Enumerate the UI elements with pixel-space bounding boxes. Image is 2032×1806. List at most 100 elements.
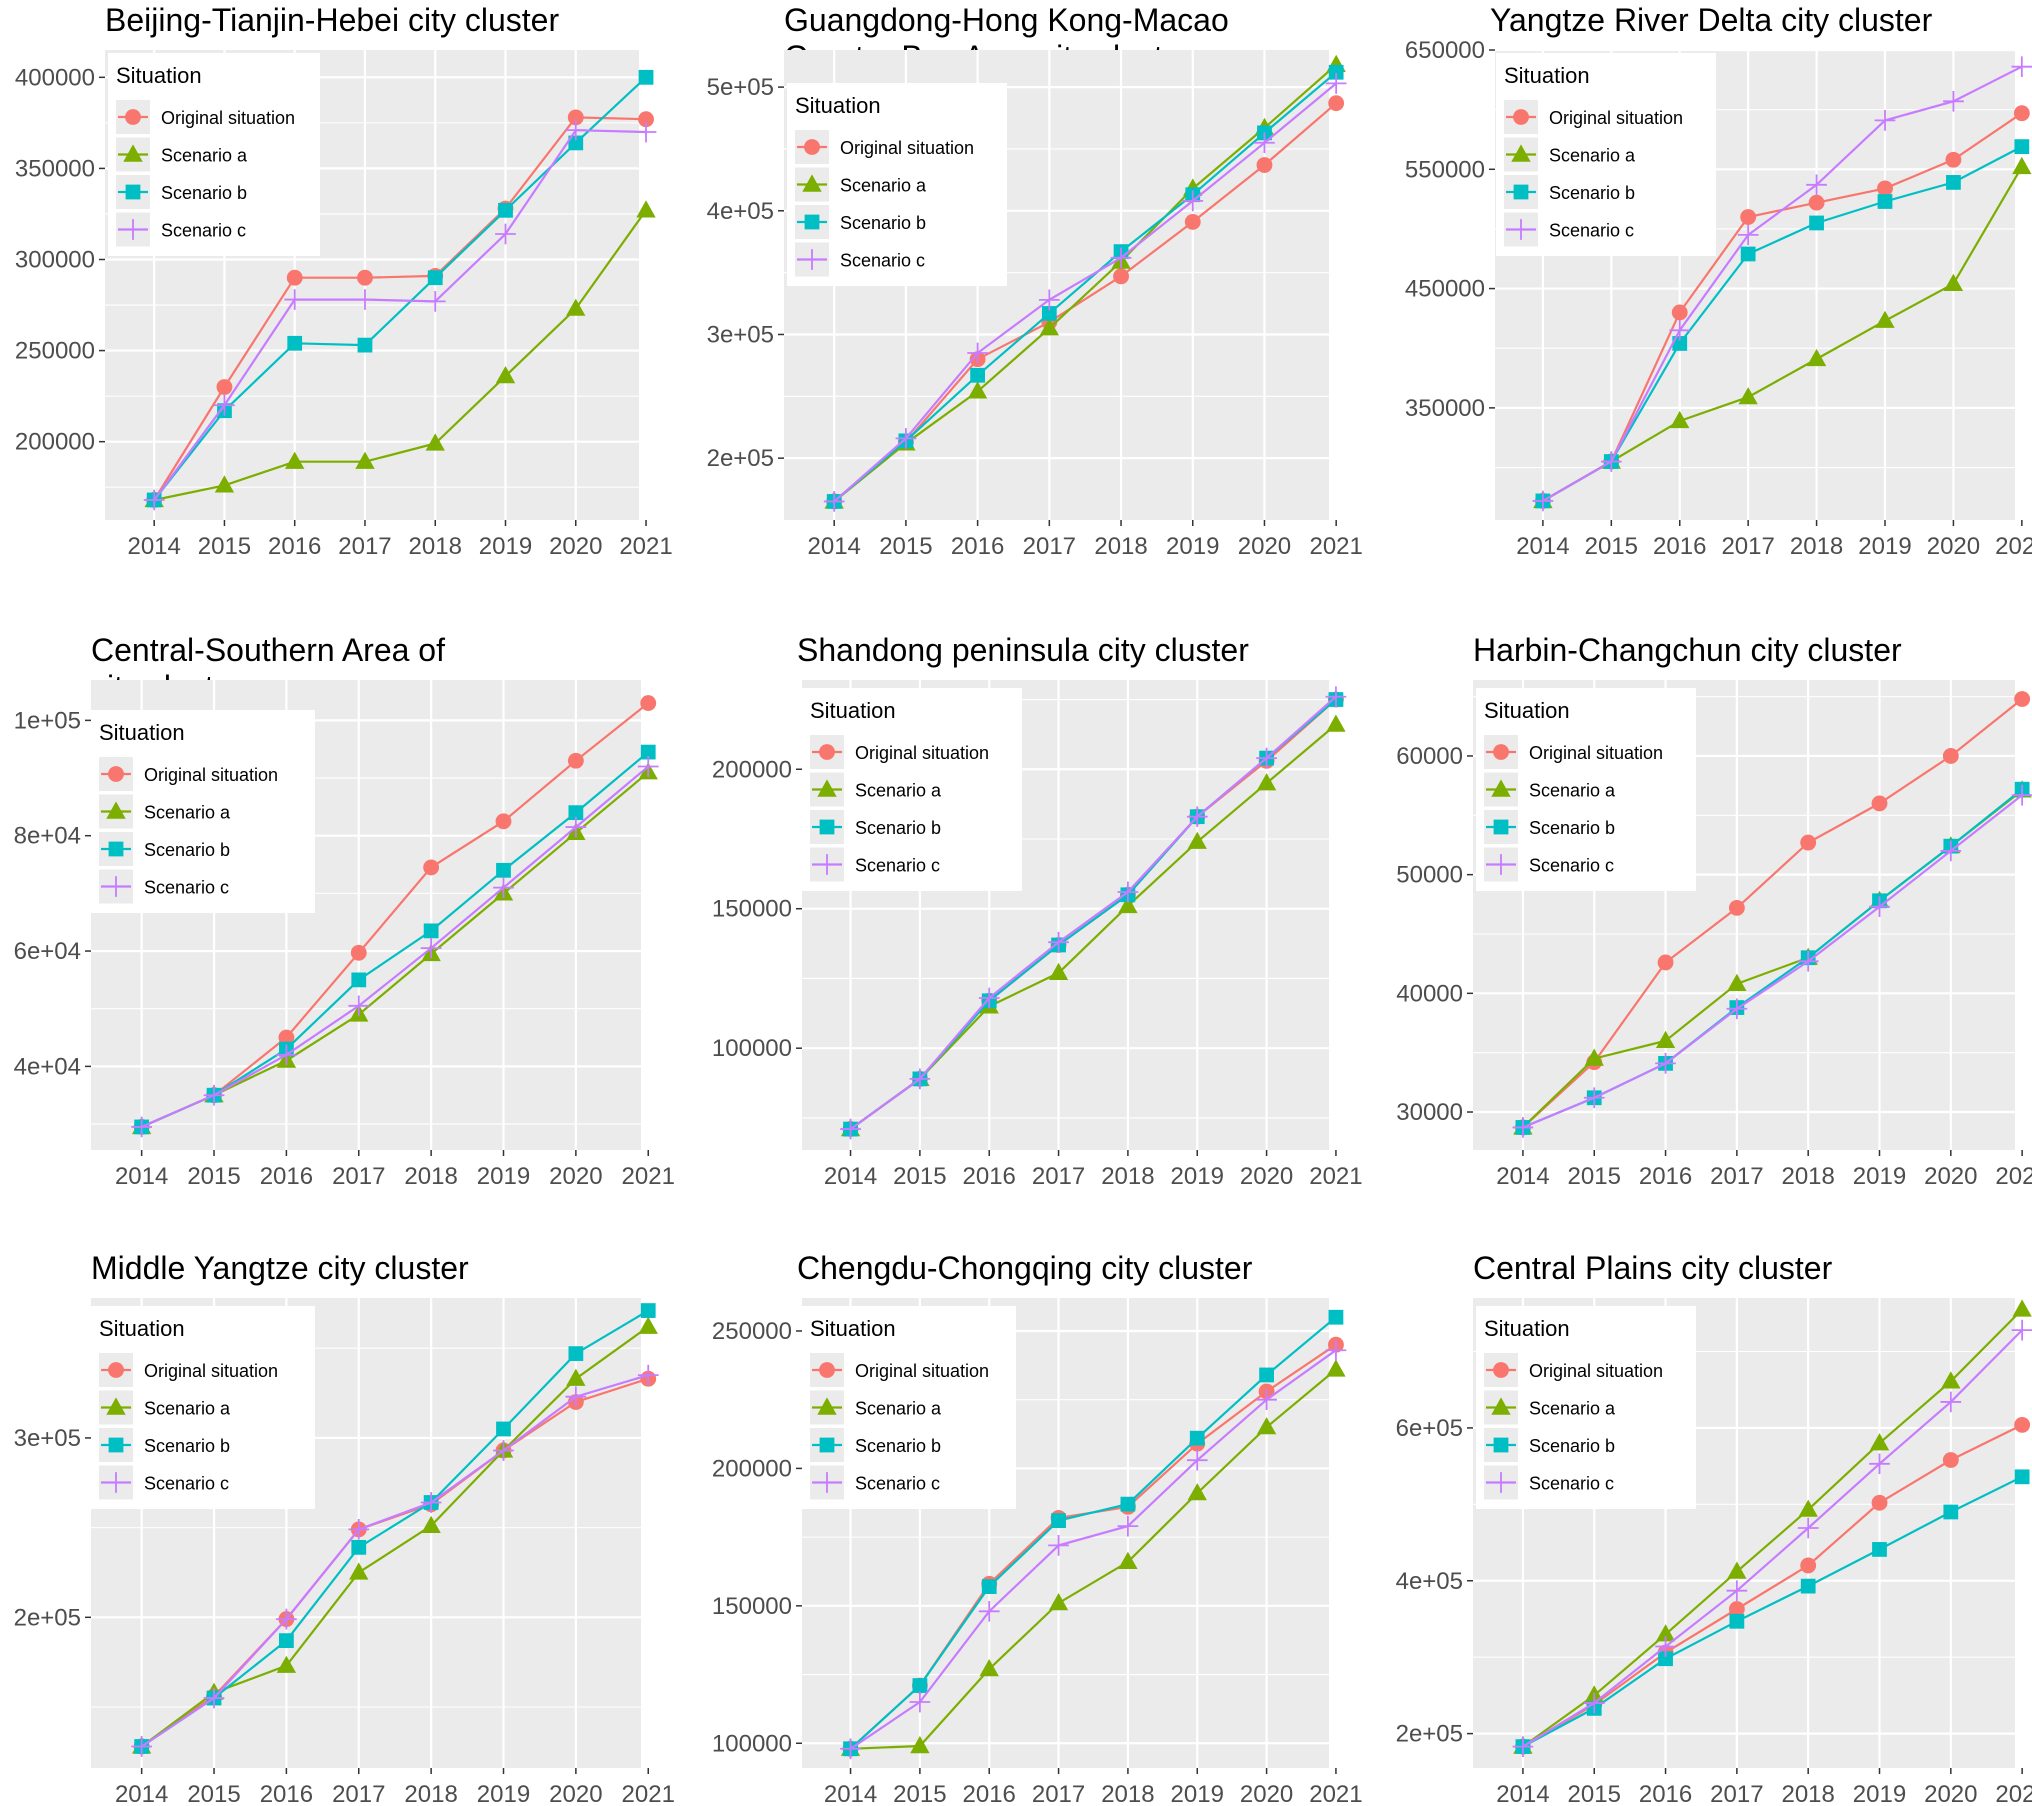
data-point [1726, 1580, 1748, 1602]
data-point [495, 366, 516, 384]
data-point [1584, 1048, 1604, 1066]
data-point [1041, 306, 1057, 321]
legend-marker [125, 184, 141, 200]
data-point [1869, 1453, 1890, 1475]
data-point [420, 937, 442, 959]
legend-key [99, 1390, 133, 1425]
data-point [1943, 273, 1964, 291]
legend-key [1504, 137, 1538, 172]
series-scenario-c [143, 119, 657, 511]
y-tick-label: 250000 [15, 338, 95, 365]
legend-key [99, 1428, 133, 1462]
data-point [895, 428, 917, 449]
data-point [1325, 686, 1347, 708]
legend-key [1484, 772, 1518, 807]
data-point [423, 859, 440, 876]
data-point [1583, 1692, 1605, 1714]
y-tick-label: 30000 [1396, 1099, 1463, 1126]
legend-label: Original situation [840, 138, 974, 158]
x-tick-label: 2020 [549, 1781, 602, 1806]
data-point [1729, 1613, 1745, 1629]
data-point [1872, 1542, 1887, 1557]
data-point [1670, 410, 1690, 429]
data-point [425, 433, 445, 451]
data-point [1182, 190, 1204, 212]
series-scenario-c [840, 686, 1347, 1140]
data-point [1728, 899, 1745, 916]
series-line [1522, 1308, 2023, 1748]
legend-key [1484, 1353, 1518, 1387]
series-line [833, 82, 1337, 503]
x-tick-label: 2017 [332, 1163, 385, 1190]
data-point [1117, 881, 1139, 903]
chart-panel-1: Beijing-Tianjin-Hebei city cluster 200000… [15, 2, 673, 560]
y-tick-label: 200000 [712, 756, 792, 783]
data-point [279, 1633, 294, 1649]
series-scenario-c [131, 1364, 659, 1757]
x-tick-label: 2014 [808, 533, 861, 560]
data-point [981, 1579, 997, 1594]
x-tick-label: 2018 [404, 1163, 457, 1190]
y-tick-label: 3e+05 [14, 1425, 81, 1452]
data-point [1328, 64, 1344, 80]
data-point [1727, 1561, 1747, 1579]
series-scenario-b [1515, 1469, 2030, 1754]
y-tick-label: 350000 [15, 155, 95, 182]
data-point [423, 923, 439, 939]
series-scenario-c [131, 756, 659, 1138]
y-tick-label: 250000 [712, 1318, 792, 1345]
data-point [636, 200, 656, 218]
legend-marker [804, 139, 820, 155]
data-point [420, 1492, 442, 1513]
x-tick-label: 2021 [622, 1163, 675, 1190]
y-tick-label: 2e+05 [707, 445, 774, 472]
data-point [1110, 247, 1132, 269]
x-tick-label: 2019 [477, 1781, 530, 1806]
data-point [909, 1068, 931, 1090]
x-tick-label: 2021 [1995, 1781, 2032, 1806]
chart-title: Shandong peninsula city cluster [797, 632, 1249, 668]
legend-marker [1491, 779, 1511, 797]
series-line [141, 1309, 649, 1748]
data-point [1655, 1053, 1676, 1074]
legend-key [99, 757, 133, 791]
data-point [640, 744, 656, 760]
x-tick-label: 2021 [1995, 533, 2032, 560]
data-point [493, 1440, 514, 1461]
series-line [849, 695, 1337, 1130]
y-tick-label: 50000 [1396, 862, 1463, 889]
legend-marker [1511, 144, 1531, 162]
x-tick-label: 2019 [1853, 1781, 1906, 1806]
data-point [638, 69, 654, 85]
x-tick-label: 2020 [1924, 1781, 1977, 1806]
data-point [1727, 973, 1747, 991]
x-tick-label: 2020 [1240, 1781, 1293, 1806]
x-tick-label: 2015 [1585, 533, 1638, 560]
y-tick-label: 550000 [1405, 156, 1485, 183]
data-point [285, 451, 305, 469]
chart-title: Harbin-Changchun city cluster [1473, 632, 1902, 668]
legend-label: Scenario b [161, 183, 247, 203]
legend-label: Scenario a [855, 781, 942, 801]
data-point [495, 813, 512, 830]
data-point [498, 202, 513, 218]
legend: Situation Original situation Scenario a Sce… [802, 1306, 1016, 1509]
data-point [1655, 1636, 1676, 1657]
data-point [967, 381, 988, 399]
legend-label: Scenario b [855, 1436, 941, 1456]
legend-label: Scenario b [840, 213, 926, 233]
data-point [1326, 1359, 1346, 1377]
legend: Situation Original situation Scenario a Sce… [108, 53, 320, 256]
y-tick-label: 400000 [15, 64, 95, 91]
data-point [1038, 289, 1060, 311]
legend-marker [1491, 1397, 1511, 1415]
series-line [849, 1349, 1337, 1750]
data-point [1871, 795, 1888, 812]
x-tick-label: 2016 [951, 533, 1004, 560]
series-scenario-c [823, 73, 1347, 512]
x-tick-label: 2018 [409, 533, 462, 560]
x-tick-label: 2014 [1496, 1163, 1549, 1190]
data-point [1740, 246, 1756, 262]
data-point [1186, 806, 1208, 828]
legend-label: Original situation [1529, 1361, 1663, 1381]
